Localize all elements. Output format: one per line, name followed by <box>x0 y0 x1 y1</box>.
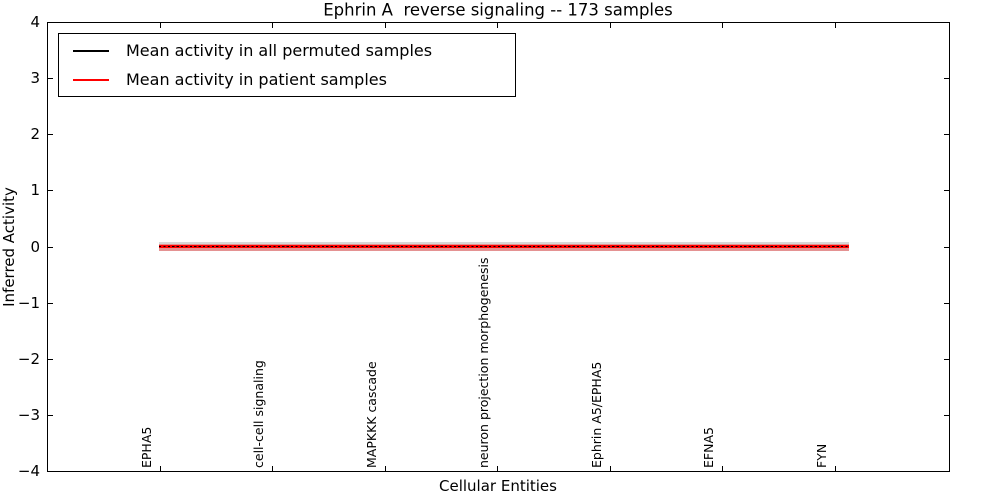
tick-mark <box>609 23 611 28</box>
tick-mark <box>272 466 274 471</box>
tick-mark <box>834 466 836 471</box>
tick-mark <box>944 77 949 79</box>
y-tick-label: 2 <box>30 124 40 143</box>
plot-area <box>47 22 950 472</box>
y-tick-label: 4 <box>30 12 40 31</box>
x-axis-label: Cellular Entities <box>439 477 557 495</box>
legend: Mean activity in all permuted samples Me… <box>58 33 516 97</box>
y-tick-label: −1 <box>17 293 40 312</box>
tick-mark <box>944 358 949 360</box>
tick-mark <box>159 466 161 471</box>
y-axis-label: Inferred Activity <box>0 187 18 307</box>
tick-mark <box>48 302 53 304</box>
x-tick-label: EPHA5 <box>138 426 154 468</box>
x-tick-label: FYN <box>813 443 829 468</box>
legend-line-sample-black <box>73 49 109 52</box>
permuted-mean-line <box>158 245 849 248</box>
chart-title: Ephrin A reverse signaling -- 173 sample… <box>323 0 673 20</box>
x-tick-label: MAPKKK cascade <box>363 361 379 468</box>
tick-mark <box>48 77 53 79</box>
y-tick-label: 1 <box>30 180 40 199</box>
legend-item: Mean activity in all permuted samples <box>59 37 515 64</box>
tick-mark <box>48 414 53 416</box>
tick-mark <box>944 246 949 248</box>
tick-mark <box>497 23 499 28</box>
y-tick-label: −4 <box>17 461 40 480</box>
tick-mark <box>384 466 386 471</box>
legend-item-label: Mean activity in all permuted samples <box>126 41 433 60</box>
y-tick-label: −2 <box>17 349 40 368</box>
tick-mark <box>944 302 949 304</box>
tick-mark <box>944 414 949 416</box>
x-tick-label: EFNA5 <box>701 427 716 468</box>
tick-mark <box>272 23 274 28</box>
tick-mark <box>384 23 386 28</box>
tick-mark <box>944 133 949 135</box>
tick-mark <box>159 23 161 28</box>
tick-mark <box>609 466 611 471</box>
tick-mark <box>722 466 724 471</box>
x-tick-label: Ephrin A5/EPHA5 <box>588 361 604 468</box>
x-tick-label: cell-cell signaling <box>251 360 266 468</box>
tick-mark <box>48 246 53 248</box>
tick-mark <box>48 133 53 135</box>
y-tick-label: 0 <box>30 237 40 256</box>
legend-line-sample-red <box>73 78 109 81</box>
legend-item-label: Mean activity in patient samples <box>126 70 387 89</box>
tick-mark <box>944 189 949 191</box>
y-tick-label: 3 <box>30 68 40 87</box>
legend-item: Mean activity in patient samples <box>59 66 515 93</box>
tick-mark <box>48 358 53 360</box>
tick-mark <box>497 466 499 471</box>
x-tick-label: neuron projection morphogenesis <box>476 257 491 468</box>
y-tick-label: −3 <box>17 405 40 424</box>
tick-mark <box>722 23 724 28</box>
tick-mark <box>834 23 836 28</box>
tick-mark <box>48 189 53 191</box>
